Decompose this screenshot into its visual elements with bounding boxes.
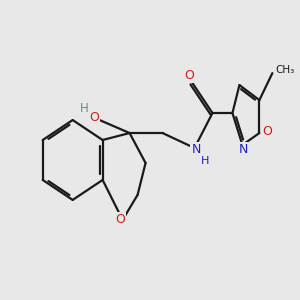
Text: O: O	[262, 125, 272, 138]
Text: CH₃: CH₃	[275, 65, 295, 75]
Text: H: H	[80, 102, 88, 115]
Text: O: O	[89, 110, 99, 124]
Text: O: O	[185, 69, 194, 82]
Text: H: H	[201, 156, 210, 166]
Text: N: N	[239, 143, 249, 156]
Text: N: N	[191, 143, 201, 156]
Text: O: O	[115, 213, 124, 226]
